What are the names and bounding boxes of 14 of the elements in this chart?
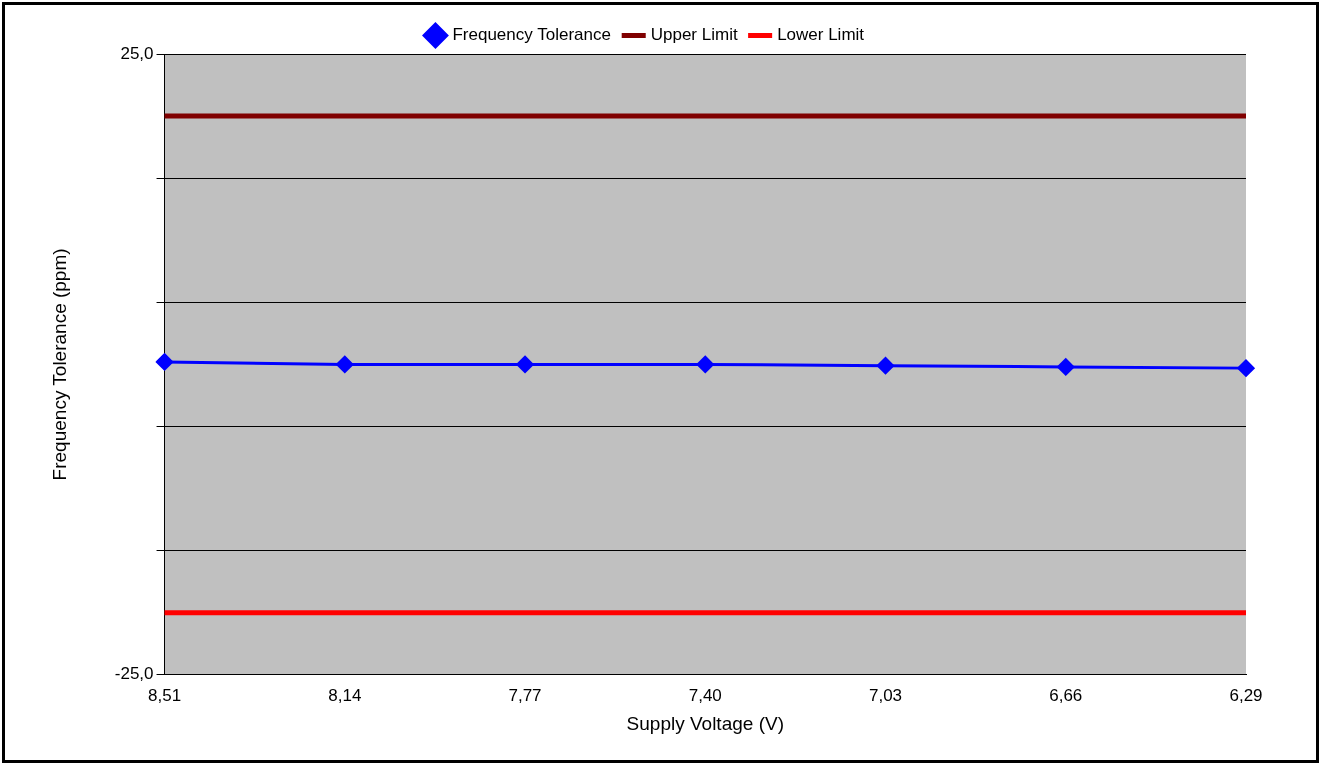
- y-axis-title: Frequency Tolerance (ppm): [48, 248, 70, 481]
- y-tick-label: 25,0: [120, 43, 154, 63]
- legend-label: Frequency Tolerance: [452, 25, 611, 45]
- legend-label: Upper Limit: [650, 25, 738, 45]
- x-tick-label: 8,14: [328, 685, 362, 705]
- x-tick-label: 7,03: [868, 685, 903, 705]
- x-axis-title: Supply Voltage (V): [626, 712, 784, 734]
- x-tick-label: 6,29: [1229, 685, 1263, 705]
- x-tick-label: 8,51: [148, 685, 182, 705]
- x-tick-label: 7,77: [508, 685, 542, 705]
- x-tick-label: 6,66: [1049, 685, 1083, 705]
- legend-label: Lower Limit: [777, 25, 865, 45]
- x-tick-label: 7,40: [688, 685, 722, 705]
- y-tick-label: -25,0: [114, 664, 154, 684]
